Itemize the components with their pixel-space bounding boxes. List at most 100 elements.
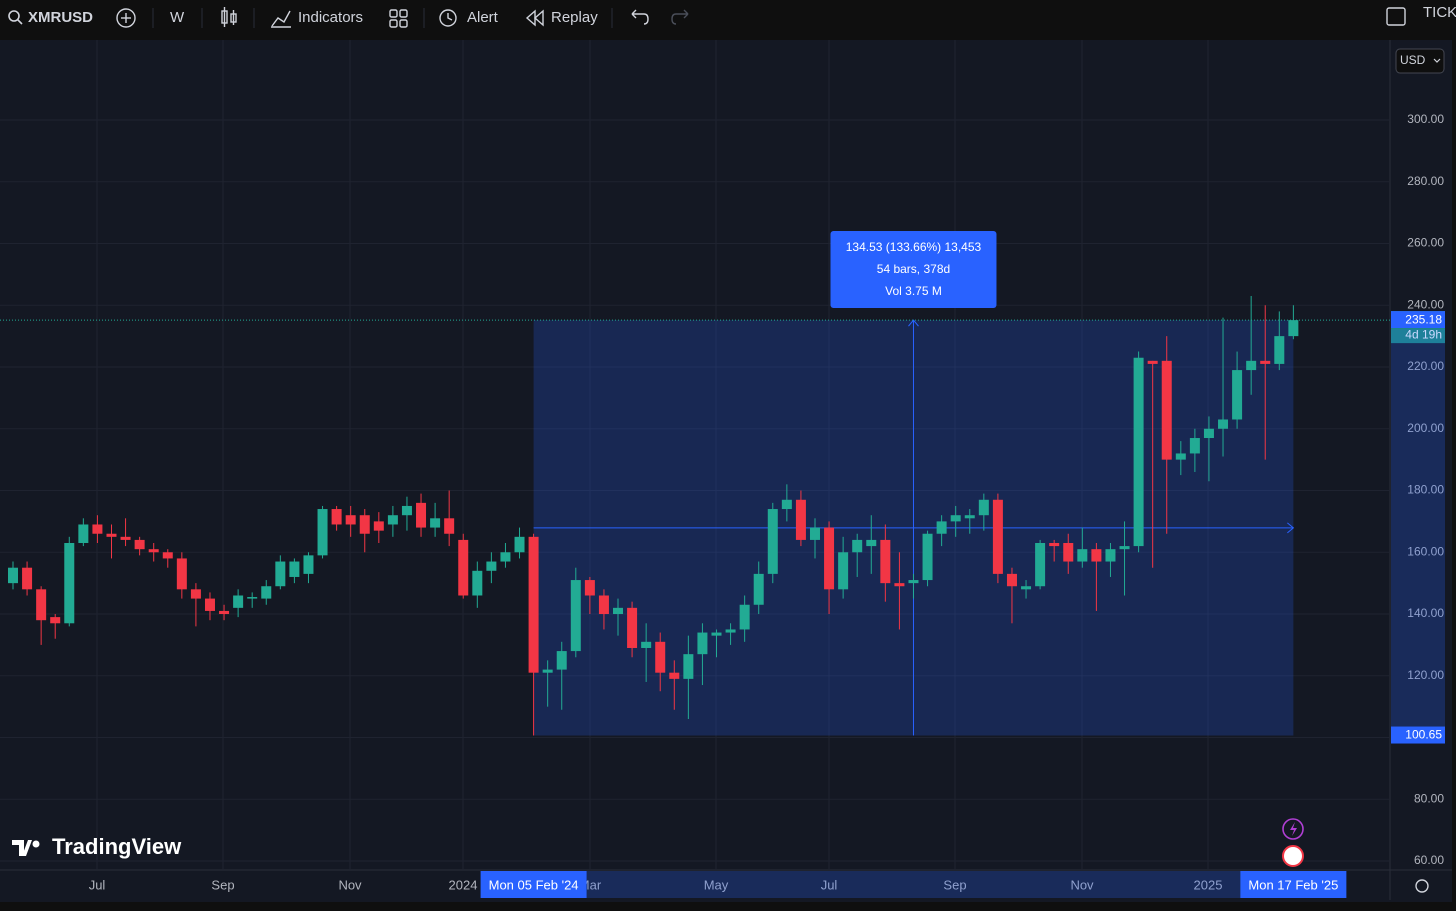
candle-body <box>8 567 18 584</box>
candle-body <box>781 499 792 510</box>
candle-body <box>880 539 891 584</box>
undo-button[interactable] <box>631 9 649 25</box>
candle-body <box>401 505 412 516</box>
candle-body <box>92 524 103 534</box>
candle-body <box>430 518 441 528</box>
y-tick-label: 300.00 <box>1407 112 1444 126</box>
candle-body <box>542 669 553 673</box>
candle-body <box>922 533 933 581</box>
y-tick-label: 200.00 <box>1407 421 1444 435</box>
lightning-icon[interactable] <box>1282 818 1304 840</box>
candle-body <box>1218 419 1229 429</box>
measure-arrow <box>1287 522 1295 534</box>
candle-body <box>978 499 989 516</box>
settings-icon[interactable] <box>1415 879 1429 893</box>
candle-body <box>373 521 384 531</box>
candle-body <box>950 515 961 522</box>
candle-body <box>275 561 286 587</box>
redo-button[interactable] <box>671 9 689 25</box>
candle-body <box>204 598 215 611</box>
measure-info-text: Vol 3.75 M <box>885 284 942 298</box>
candle-body <box>655 641 666 673</box>
candle-body <box>1288 320 1299 337</box>
candle-body <box>162 552 173 559</box>
candle-body <box>584 580 595 596</box>
candle-body <box>1063 543 1074 562</box>
candle-body <box>1105 549 1116 562</box>
candle-body <box>1049 543 1060 547</box>
candle-body <box>669 672 680 679</box>
ticker-label[interactable]: TICK <box>1423 4 1456 21</box>
y-tick-label: 160.00 <box>1407 544 1444 558</box>
candle-body <box>964 515 975 519</box>
indicators-button[interactable]: Indicators <box>271 9 363 28</box>
measure-low-marker <box>1391 726 1445 744</box>
candle-body <box>148 549 159 553</box>
candle-body <box>1091 549 1102 562</box>
currency-button[interactable]: USD <box>1395 48 1445 74</box>
measure-price-band <box>1391 329 1445 727</box>
candle-body <box>500 552 511 562</box>
candle-body <box>22 567 33 590</box>
candle-body <box>824 527 835 590</box>
labels: 60.0080.00100.00120.00140.00160.00180.00… <box>89 112 1445 898</box>
candle-body <box>444 518 455 534</box>
candle-body <box>359 515 370 534</box>
candle-body <box>683 654 694 679</box>
measure-low-label: 100.65 <box>1405 728 1442 742</box>
logo <box>12 840 32 856</box>
measure-high-label: 235.18 <box>1405 312 1442 326</box>
x-tick-label: Jul <box>89 877 106 892</box>
watermark-text: TradingView <box>52 834 182 859</box>
candle-body <box>992 499 1003 574</box>
toolbar-bg <box>0 0 1456 37</box>
alert-button[interactable]: Alert <box>439 9 499 27</box>
candle-body <box>36 589 47 621</box>
candle-body <box>795 499 806 540</box>
lightning-glyph <box>1290 822 1297 836</box>
candle-body <box>725 629 736 633</box>
candle-body <box>176 558 187 590</box>
candle-body <box>416 502 427 528</box>
candle-body <box>711 632 722 636</box>
fullscreen-button[interactable] <box>1386 7 1406 26</box>
layouts-button[interactable] <box>389 9 408 28</box>
end-date-label: Mon 17 Feb '25 <box>1248 877 1338 892</box>
candle-body <box>1175 453 1186 460</box>
candle-body <box>627 607 638 648</box>
candle-body <box>739 604 750 630</box>
replay-button[interactable]: Replay <box>525 9 598 27</box>
interval[interactable]: W <box>170 9 185 26</box>
x-tick-label: May <box>704 877 729 892</box>
toolbar: XMRUSD W Indicators Alert <box>0 0 1456 37</box>
candle-body <box>1260 360 1271 364</box>
candle-body <box>134 539 145 550</box>
candle-body <box>1232 370 1243 420</box>
candle-body <box>1274 336 1285 364</box>
currency: USD <box>1400 53 1426 67</box>
plot-area <box>0 40 1390 870</box>
symbol: XMRUSD <box>28 9 93 26</box>
time-axis <box>0 870 1452 902</box>
compare-button[interactable] <box>116 8 136 28</box>
alert-label: Alert <box>467 9 499 26</box>
candle-body <box>106 533 117 537</box>
start-date-bg <box>480 871 587 898</box>
candle-body <box>570 580 581 652</box>
candle-body <box>247 597 258 599</box>
candle-body <box>528 536 539 673</box>
candle-body <box>936 521 947 534</box>
chart-type-button[interactable] <box>221 7 237 27</box>
candle-body <box>345 515 356 525</box>
candle-body <box>64 543 75 624</box>
measure-info-text: 54 bars, 378d <box>877 262 950 276</box>
x-tick-label: Jul <box>821 877 838 892</box>
flag-icon[interactable] <box>1282 845 1304 867</box>
symbol-search[interactable]: XMRUSD <box>8 9 93 26</box>
candle-body <box>753 573 764 605</box>
candle-body <box>767 509 778 574</box>
candle-body <box>190 589 201 599</box>
candle-body <box>1021 586 1032 590</box>
